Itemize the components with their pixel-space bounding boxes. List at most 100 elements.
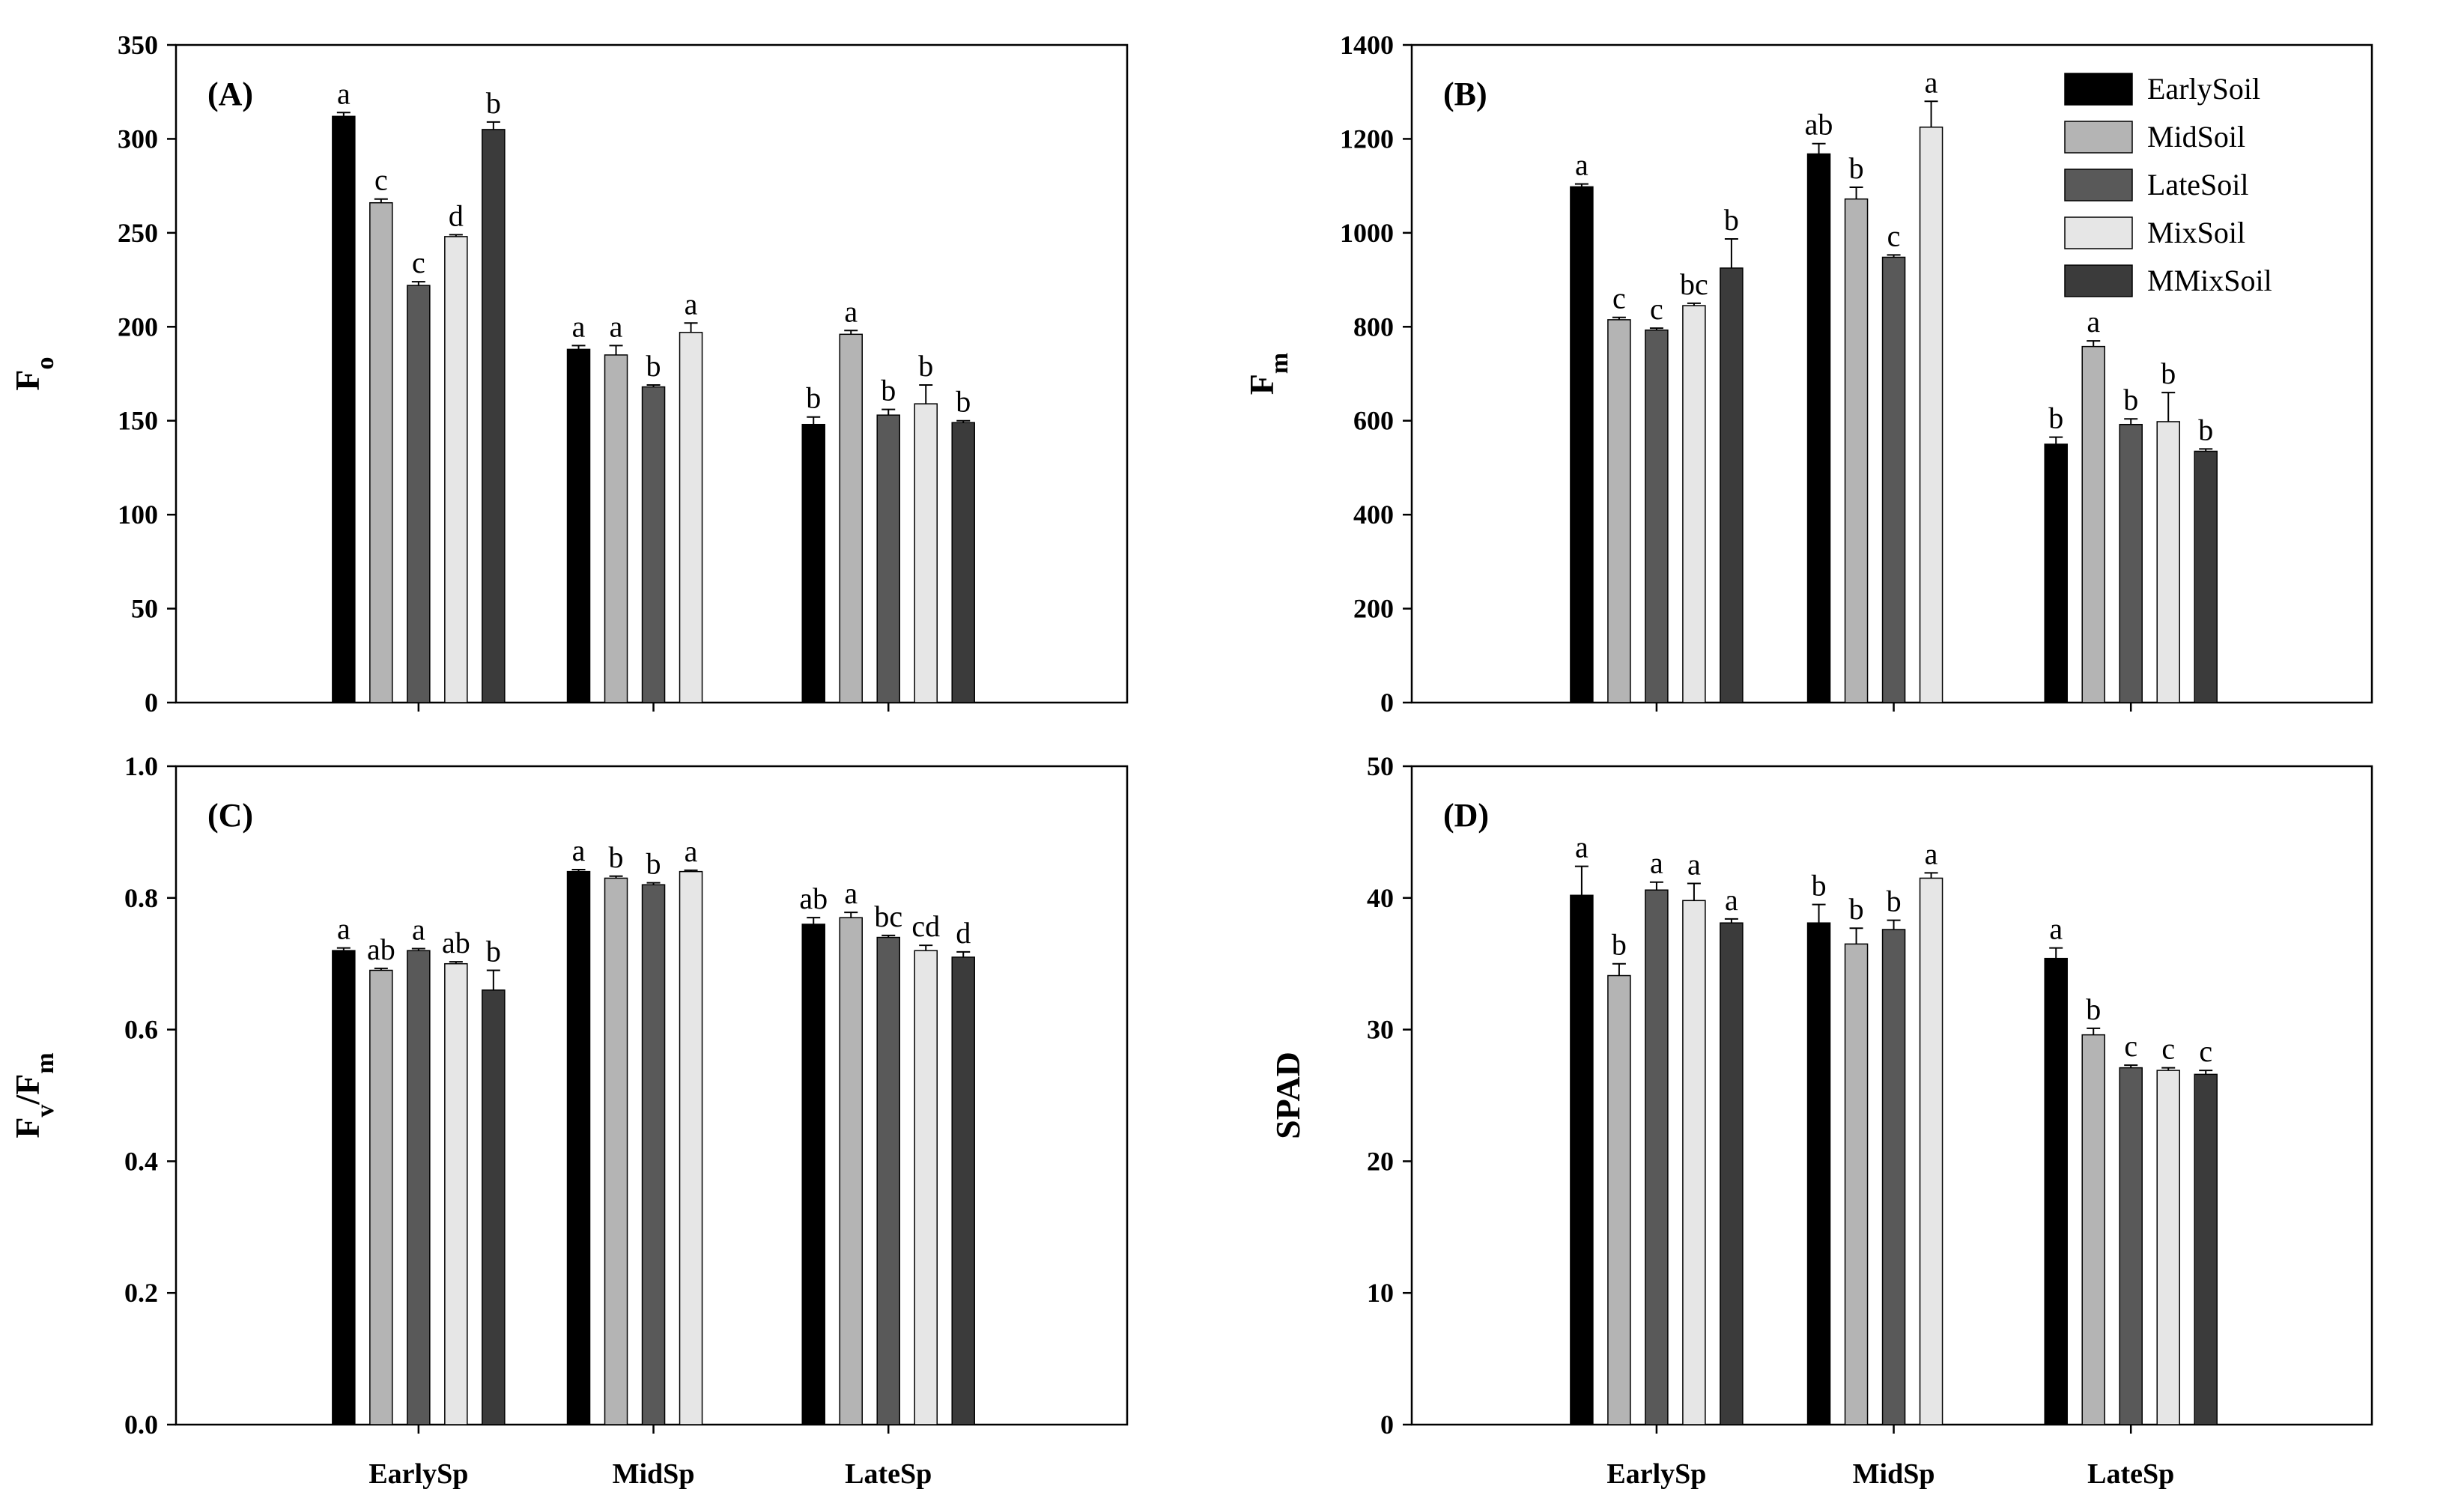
significance-letter: a xyxy=(685,287,698,321)
bar-latesoil-latesp xyxy=(2119,1067,2143,1425)
legend-label-mmixsoil: MMixSoil xyxy=(2147,264,2272,297)
panel-label: (C) xyxy=(207,797,253,834)
significance-letter: c xyxy=(412,246,425,279)
significance-letter: b xyxy=(2086,992,2101,1026)
bar-earlysoil-midsp xyxy=(566,348,591,703)
legend-swatch-mmixsoil xyxy=(2064,264,2133,297)
significance-letter: a xyxy=(1575,831,1588,864)
panel-label: (D) xyxy=(1443,797,1489,834)
bar-mixsoil-midsp xyxy=(1919,877,1943,1425)
bar-midsoil-latesp xyxy=(839,333,863,703)
y-axis-label: Fo xyxy=(8,357,59,390)
y-tick-label: 1000 xyxy=(1340,218,1394,248)
significance-letter: ab xyxy=(367,933,395,966)
bar-midsoil-latesp xyxy=(2081,1034,2105,1425)
significance-letter: a xyxy=(1650,846,1663,880)
y-tick-label: 100 xyxy=(118,500,158,530)
y-axis-label: Fv/Fm xyxy=(8,1052,59,1138)
significance-letter: b xyxy=(2198,413,2213,446)
y-tick-label: 1200 xyxy=(1340,124,1394,154)
significance-letter: d xyxy=(449,198,464,232)
bar-mmixsoil-latesp xyxy=(2194,450,2218,703)
bar-mmixsoil-earlysp xyxy=(482,989,506,1425)
significance-letter: a xyxy=(2087,305,2100,339)
significance-letter: b xyxy=(646,349,661,383)
significance-letter: cd xyxy=(911,909,940,943)
bar-latesoil-midsp xyxy=(1881,929,1906,1425)
x-tick-label: EarlySp xyxy=(368,1458,468,1490)
bar-midsoil-latesp xyxy=(839,917,863,1425)
legend-label-midsoil: MidSoil xyxy=(2147,120,2245,154)
significance-letter: b xyxy=(2161,357,2176,390)
bar-mixsoil-earlysp xyxy=(444,962,468,1425)
bar-midsoil-midsp xyxy=(604,877,628,1425)
significance-letter: a xyxy=(412,912,425,946)
significance-letter: c xyxy=(2199,1034,2212,1068)
significance-letter: d xyxy=(956,916,971,950)
significance-letter: a xyxy=(844,294,858,328)
bar-mixsoil-latesp xyxy=(2156,1070,2180,1425)
bar-midsoil-midsp xyxy=(604,354,628,703)
significance-letter: b xyxy=(806,381,821,415)
significance-letter: b xyxy=(486,934,501,968)
significance-letter: b xyxy=(1612,928,1627,962)
bar-mmixsoil-earlysp xyxy=(1720,922,1744,1425)
significance-letter: a xyxy=(685,834,698,868)
bar-earlysoil-latesp xyxy=(2044,957,2068,1425)
bar-mixsoil-midsp xyxy=(679,332,703,703)
y-tick-label: 800 xyxy=(1353,312,1394,342)
bar-mmixsoil-latesp xyxy=(951,422,975,703)
bar-midsoil-latesp xyxy=(2081,345,2105,703)
bar-earlysoil-latesp xyxy=(801,924,825,1425)
bar-mixsoil-latesp xyxy=(914,950,938,1425)
significance-letter: a xyxy=(1687,847,1701,881)
y-tick-label: 30 xyxy=(1367,1015,1394,1045)
bar-midsoil-earlysp xyxy=(369,201,393,703)
significance-letter: a xyxy=(1925,837,1938,870)
y-axis-label: Fm xyxy=(1242,353,1293,395)
bar-latesoil-latesp xyxy=(2119,423,2143,703)
significance-letter: c xyxy=(1612,282,1626,315)
significance-letter: b xyxy=(1849,892,1864,926)
significance-letter: c xyxy=(374,163,388,197)
bar-earlysoil-earlysp xyxy=(332,950,356,1425)
bar-latesoil-midsp xyxy=(641,386,666,703)
bar-earlysoil-midsp xyxy=(566,870,591,1425)
significance-letter: b xyxy=(1849,151,1864,185)
significance-letter: ab xyxy=(442,926,470,959)
bar-mixsoil-earlysp xyxy=(1682,305,1706,703)
significance-letter: ab xyxy=(1805,108,1833,142)
significance-letter: c xyxy=(2161,1032,2175,1066)
legend-swatch-earlysoil xyxy=(2064,73,2133,106)
bar-mmixsoil-latesp xyxy=(951,956,975,1425)
bar-mixsoil-midsp xyxy=(1919,127,1943,703)
x-tick-label: LateSp xyxy=(845,1458,932,1490)
x-tick-label: LateSp xyxy=(2087,1458,2174,1490)
significance-letter: c xyxy=(1650,292,1663,326)
y-tick-label: 400 xyxy=(1353,500,1394,530)
bar-mixsoil-latesp xyxy=(914,403,938,703)
bar-earlysoil-earlysp xyxy=(332,115,356,703)
y-tick-label: 0 xyxy=(1380,1410,1394,1440)
bar-mixsoil-latesp xyxy=(2156,421,2180,703)
y-tick-label: 200 xyxy=(118,312,158,342)
y-tick-label: 1400 xyxy=(1340,30,1394,60)
significance-letter: a xyxy=(844,876,858,910)
bar-mixsoil-midsp xyxy=(679,870,703,1425)
bar-earlysoil-earlysp xyxy=(1570,186,1594,703)
legend-swatch-midsoil xyxy=(2064,121,2133,154)
significance-letter: b xyxy=(918,349,933,383)
y-tick-label: 0 xyxy=(1380,688,1394,718)
significance-letter: a xyxy=(1575,148,1588,182)
y-tick-label: 150 xyxy=(118,406,158,436)
significance-letter: bc xyxy=(874,900,902,933)
bar-latesoil-earlysp xyxy=(407,285,431,703)
panel-c: 0.0 0.2 0.4 0.6 0.8 1.0 EarlySp MidSp LateSp (C) F… xyxy=(8,751,1129,1490)
bar-mmixsoil-earlysp xyxy=(482,129,506,703)
y-tick-label: 0.2 xyxy=(124,1278,158,1308)
bar-latesoil-latesp xyxy=(876,414,900,703)
bar-latesoil-earlysp xyxy=(1645,889,1669,1425)
